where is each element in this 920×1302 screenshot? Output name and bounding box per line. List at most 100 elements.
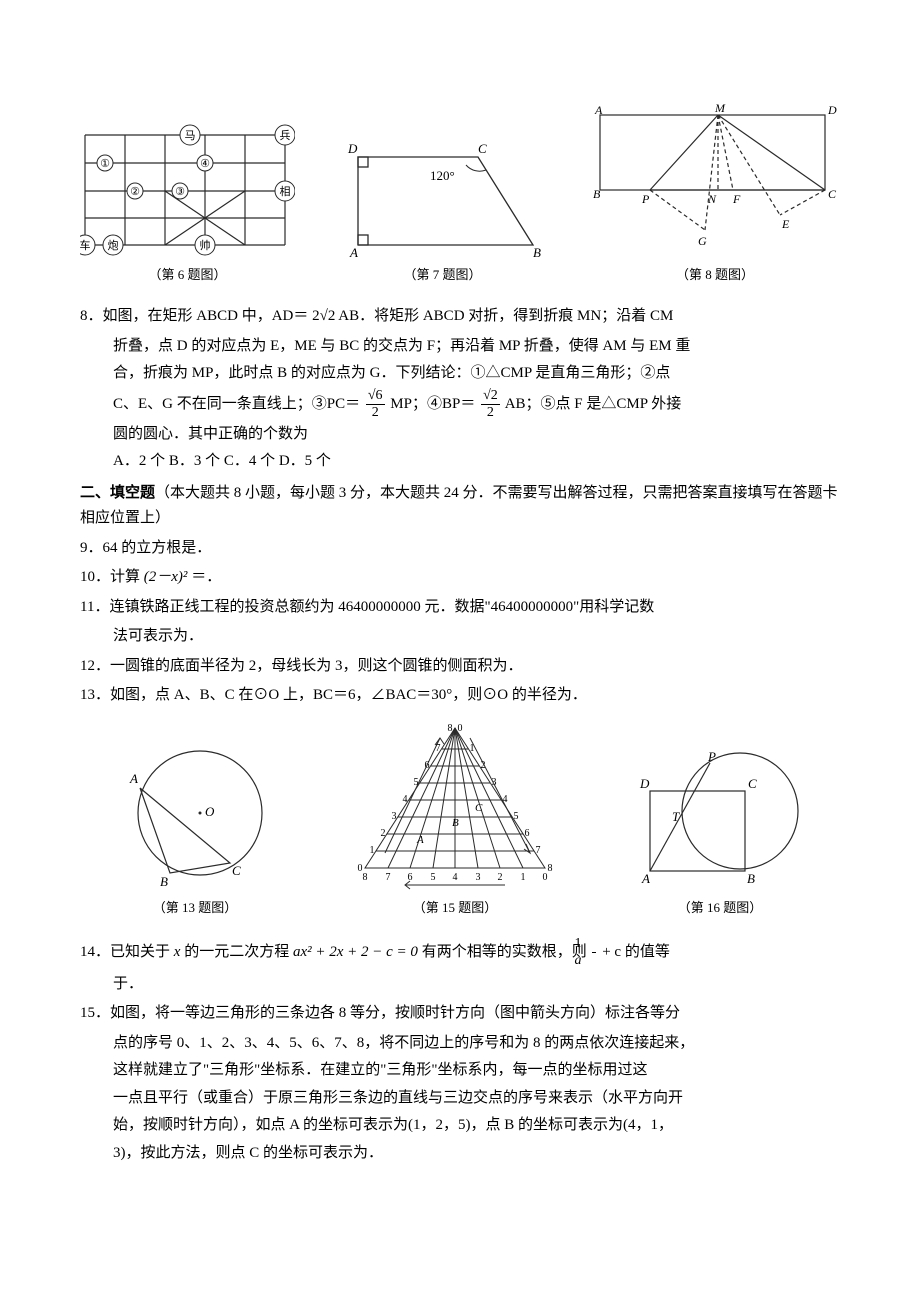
svg-text:0: 0	[358, 863, 363, 874]
figure-16-svg: A B C D P T	[630, 733, 810, 893]
figure-6: 马 兵 相 帅 车 炮 ① ④ ② ③ （第 6 题图）	[80, 110, 295, 286]
problem-15: 15．如图，将一等边三角形的三条边各 8 等分，按顺时针方向（图中箭头方向）标注…	[80, 1001, 840, 1027]
problem-11: 11．连镇铁路正线工程的投资总额约为 46400000000 元．数据"4640…	[80, 595, 840, 621]
f13-A: A	[129, 771, 138, 786]
fig8-M: M	[714, 101, 726, 115]
figure-13-svg: A B C O	[110, 733, 280, 893]
figure-15-svg: 8765 43210 0123 45678 0123 45678 A B C	[345, 713, 565, 893]
fig7-B: B	[533, 245, 541, 260]
fig8-G: G	[698, 234, 707, 248]
q14-expr: ax² + 2x + 2 − c = 0	[293, 944, 418, 960]
svg-text:2: 2	[498, 872, 503, 883]
svg-text:7: 7	[536, 845, 541, 856]
mid-figures-row: A B C O （第 13 题图）	[80, 713, 840, 919]
q8-l5: 圆的圆心．其中正确的个数为	[80, 422, 840, 448]
piece-ju: 车	[80, 238, 91, 252]
figure-13: A B C O （第 13 题图）	[110, 733, 280, 919]
problem-10: 10．计算 (2－x)² ＝．	[80, 565, 840, 591]
fig7-C: C	[478, 141, 487, 156]
figure-15-caption: （第 15 题图）	[345, 897, 565, 919]
svg-text:4: 4	[453, 872, 458, 883]
svg-text:8: 8	[448, 723, 453, 734]
section-2-desc: （本大题共 8 小题，每小题 3 分，本大题共 24 分．不需要写出解答过程，只…	[80, 485, 838, 527]
figure-6-svg: 马 兵 相 帅 车 炮 ① ④ ② ③	[80, 110, 295, 260]
q14-frac: 1a	[592, 937, 596, 968]
problem-14-l2: 于．	[80, 972, 840, 998]
f16-T: T	[672, 809, 680, 824]
fig8-D: D	[827, 103, 837, 117]
q8-frac2: √22	[481, 389, 500, 420]
svg-text:3: 3	[392, 811, 397, 822]
svg-text:0: 0	[458, 723, 463, 734]
f13-O: O	[205, 804, 215, 819]
problem-12: 12．一圆锥的底面半径为 2，母线长为 3，则这个圆锥的侧面积为．	[80, 654, 840, 680]
q8-options: A．2 个 B．3 个 C．4 个 D．5 个	[80, 449, 840, 475]
f16-B: B	[747, 871, 755, 886]
svg-text:8: 8	[548, 863, 553, 874]
piece-shuai: 帅	[200, 239, 211, 252]
fig8-N: N	[707, 192, 717, 206]
svg-text:5: 5	[431, 872, 436, 883]
piece-ma: 马	[185, 129, 196, 142]
q15-l3: 这样就建立了"三角形"坐标系．在建立的"三角形"坐标系内，每一点的坐标用过这	[80, 1058, 840, 1084]
q8-l4a: C、E、G 不在同一条直线上；③PC＝	[113, 396, 360, 412]
f16-D: D	[639, 776, 650, 791]
q15-l5: 始，按顺时针方向），如点 A 的坐标可表示为(1，2，5)，点 B 的坐标可表示…	[80, 1113, 840, 1139]
svg-text:7: 7	[386, 872, 391, 883]
figure-6-caption: （第 6 题图）	[80, 264, 295, 286]
section-2-name: 二、填空题	[80, 485, 155, 501]
q15-l6: 3)，按此方法，则点 C 的坐标可表示为．	[80, 1141, 840, 1167]
q15-l4: 一点且平行（或重合）于原三角形三条边的直线与三边交点的序号来表示（水平方向开	[80, 1086, 840, 1112]
figure-13-caption: （第 13 题图）	[110, 897, 280, 919]
f16-C: C	[748, 776, 757, 791]
q8-l3: 合，折痕为 MP，此时点 B 的对应点为 G．下列结论：①△CMP 是直角三角形…	[80, 361, 840, 387]
q8-l1: 如图，在矩形 ABCD 中，AD＝ 2√2 AB．将矩形 ABCD 对折，得到折…	[103, 308, 674, 324]
figure-7-caption: （第 7 题图）	[338, 264, 548, 286]
q10-expr: (2－x)²	[144, 569, 188, 585]
figure-15: 8765 43210 0123 45678 0123 45678 A B C （…	[345, 713, 565, 919]
q8-l4c: AB；⑤点 F 是△CMP 外接	[505, 396, 682, 412]
q8-l2: 折叠，点 D 的对应点为 E，ME 与 BC 的交点为 F；再沿着 MP 折叠，…	[80, 334, 840, 360]
svg-text:3: 3	[476, 872, 481, 883]
problem-8: 8．如图，在矩形 ABCD 中，AD＝ 2√2 AB．将矩形 ABCD 对折，得…	[80, 304, 840, 330]
fig8-B: B	[593, 187, 601, 201]
f16-P: P	[707, 749, 716, 764]
problem-9: 9．64 的立方根是．	[80, 536, 840, 562]
problem-13: 13．如图，点 A、B、C 在⊙O 上，BC＝6，∠BAC＝30°，则⊙O 的半…	[80, 683, 840, 709]
f15-B: B	[452, 817, 459, 829]
f15-C: C	[475, 802, 483, 814]
svg-text:6: 6	[425, 760, 430, 771]
figure-8-svg: A D M B C P N F E G	[590, 100, 840, 260]
svg-text:7: 7	[436, 743, 441, 754]
fig8-P: P	[641, 192, 650, 206]
q8-prefix: 8．	[80, 308, 103, 324]
svg-text:5: 5	[514, 811, 519, 822]
num-2: ②	[130, 186, 140, 198]
svg-text:1: 1	[470, 743, 475, 754]
svg-text:6: 6	[525, 828, 530, 839]
svg-text:6: 6	[408, 872, 413, 883]
problem-11-l2: 法可表示为．	[80, 624, 840, 650]
svg-text:2: 2	[381, 828, 386, 839]
svg-text:3: 3	[492, 777, 497, 788]
svg-text:4: 4	[403, 794, 408, 805]
f15-A: A	[416, 834, 424, 846]
num-1: ①	[100, 158, 110, 170]
svg-text:1: 1	[370, 845, 375, 856]
figure-16-caption: （第 16 题图）	[630, 897, 810, 919]
fig7-A: A	[349, 245, 358, 260]
piece-pao: 炮	[108, 239, 119, 252]
svg-text:2: 2	[481, 760, 486, 771]
svg-text:8: 8	[363, 872, 368, 883]
f16-A: A	[641, 871, 650, 886]
q8-l4: C、E、G 不在同一条直线上；③PC＝ √62 MP；④BP＝ √22 AB；⑤…	[80, 389, 840, 420]
section-2-title: 二、填空题（本大题共 8 小题，每小题 3 分，本大题共 24 分．不需要写出解…	[80, 481, 840, 532]
piece-bing: 兵	[280, 129, 291, 142]
svg-text:5: 5	[414, 777, 419, 788]
q8-frac1: √62	[366, 389, 385, 420]
q15-l2: 点的序号 0、1、2、3、4、5、6、7、8，将不同边上的序号和为 8 的两点依…	[80, 1031, 840, 1057]
fig7-D: D	[347, 141, 358, 156]
f13-C: C	[232, 863, 241, 878]
fig8-A: A	[594, 103, 603, 117]
fig8-F: F	[732, 192, 741, 206]
